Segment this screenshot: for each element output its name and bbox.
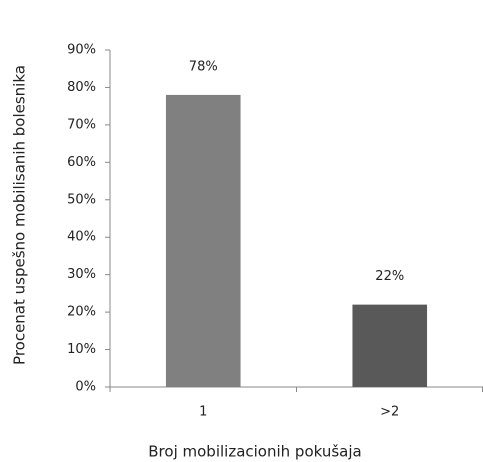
y-tick-label: 20% [67, 305, 96, 320]
bar [165, 94, 241, 387]
x-tick-label: >2 [380, 405, 399, 420]
y-tick-label: 0% [75, 380, 96, 395]
y-tick-label: 30% [67, 267, 96, 282]
y-tick-label: 40% [67, 230, 96, 245]
y-tick-label: 70% [67, 117, 96, 132]
y-axis-label: Procenat uspešno mobilisanih bolesnika [11, 65, 29, 365]
x-tick-label: 1 [199, 405, 207, 420]
bar [352, 304, 428, 387]
data-label: 78% [189, 59, 218, 74]
x-axis-label: Broj mobilizacionih pokušaja [148, 443, 361, 461]
y-tick-label: 90% [67, 43, 96, 58]
y-tick-label: 50% [67, 192, 96, 207]
data-label: 22% [375, 269, 404, 284]
y-tick-label: 80% [67, 80, 96, 95]
y-tick-label: 10% [67, 342, 96, 357]
y-tick-label: 60% [67, 155, 96, 170]
